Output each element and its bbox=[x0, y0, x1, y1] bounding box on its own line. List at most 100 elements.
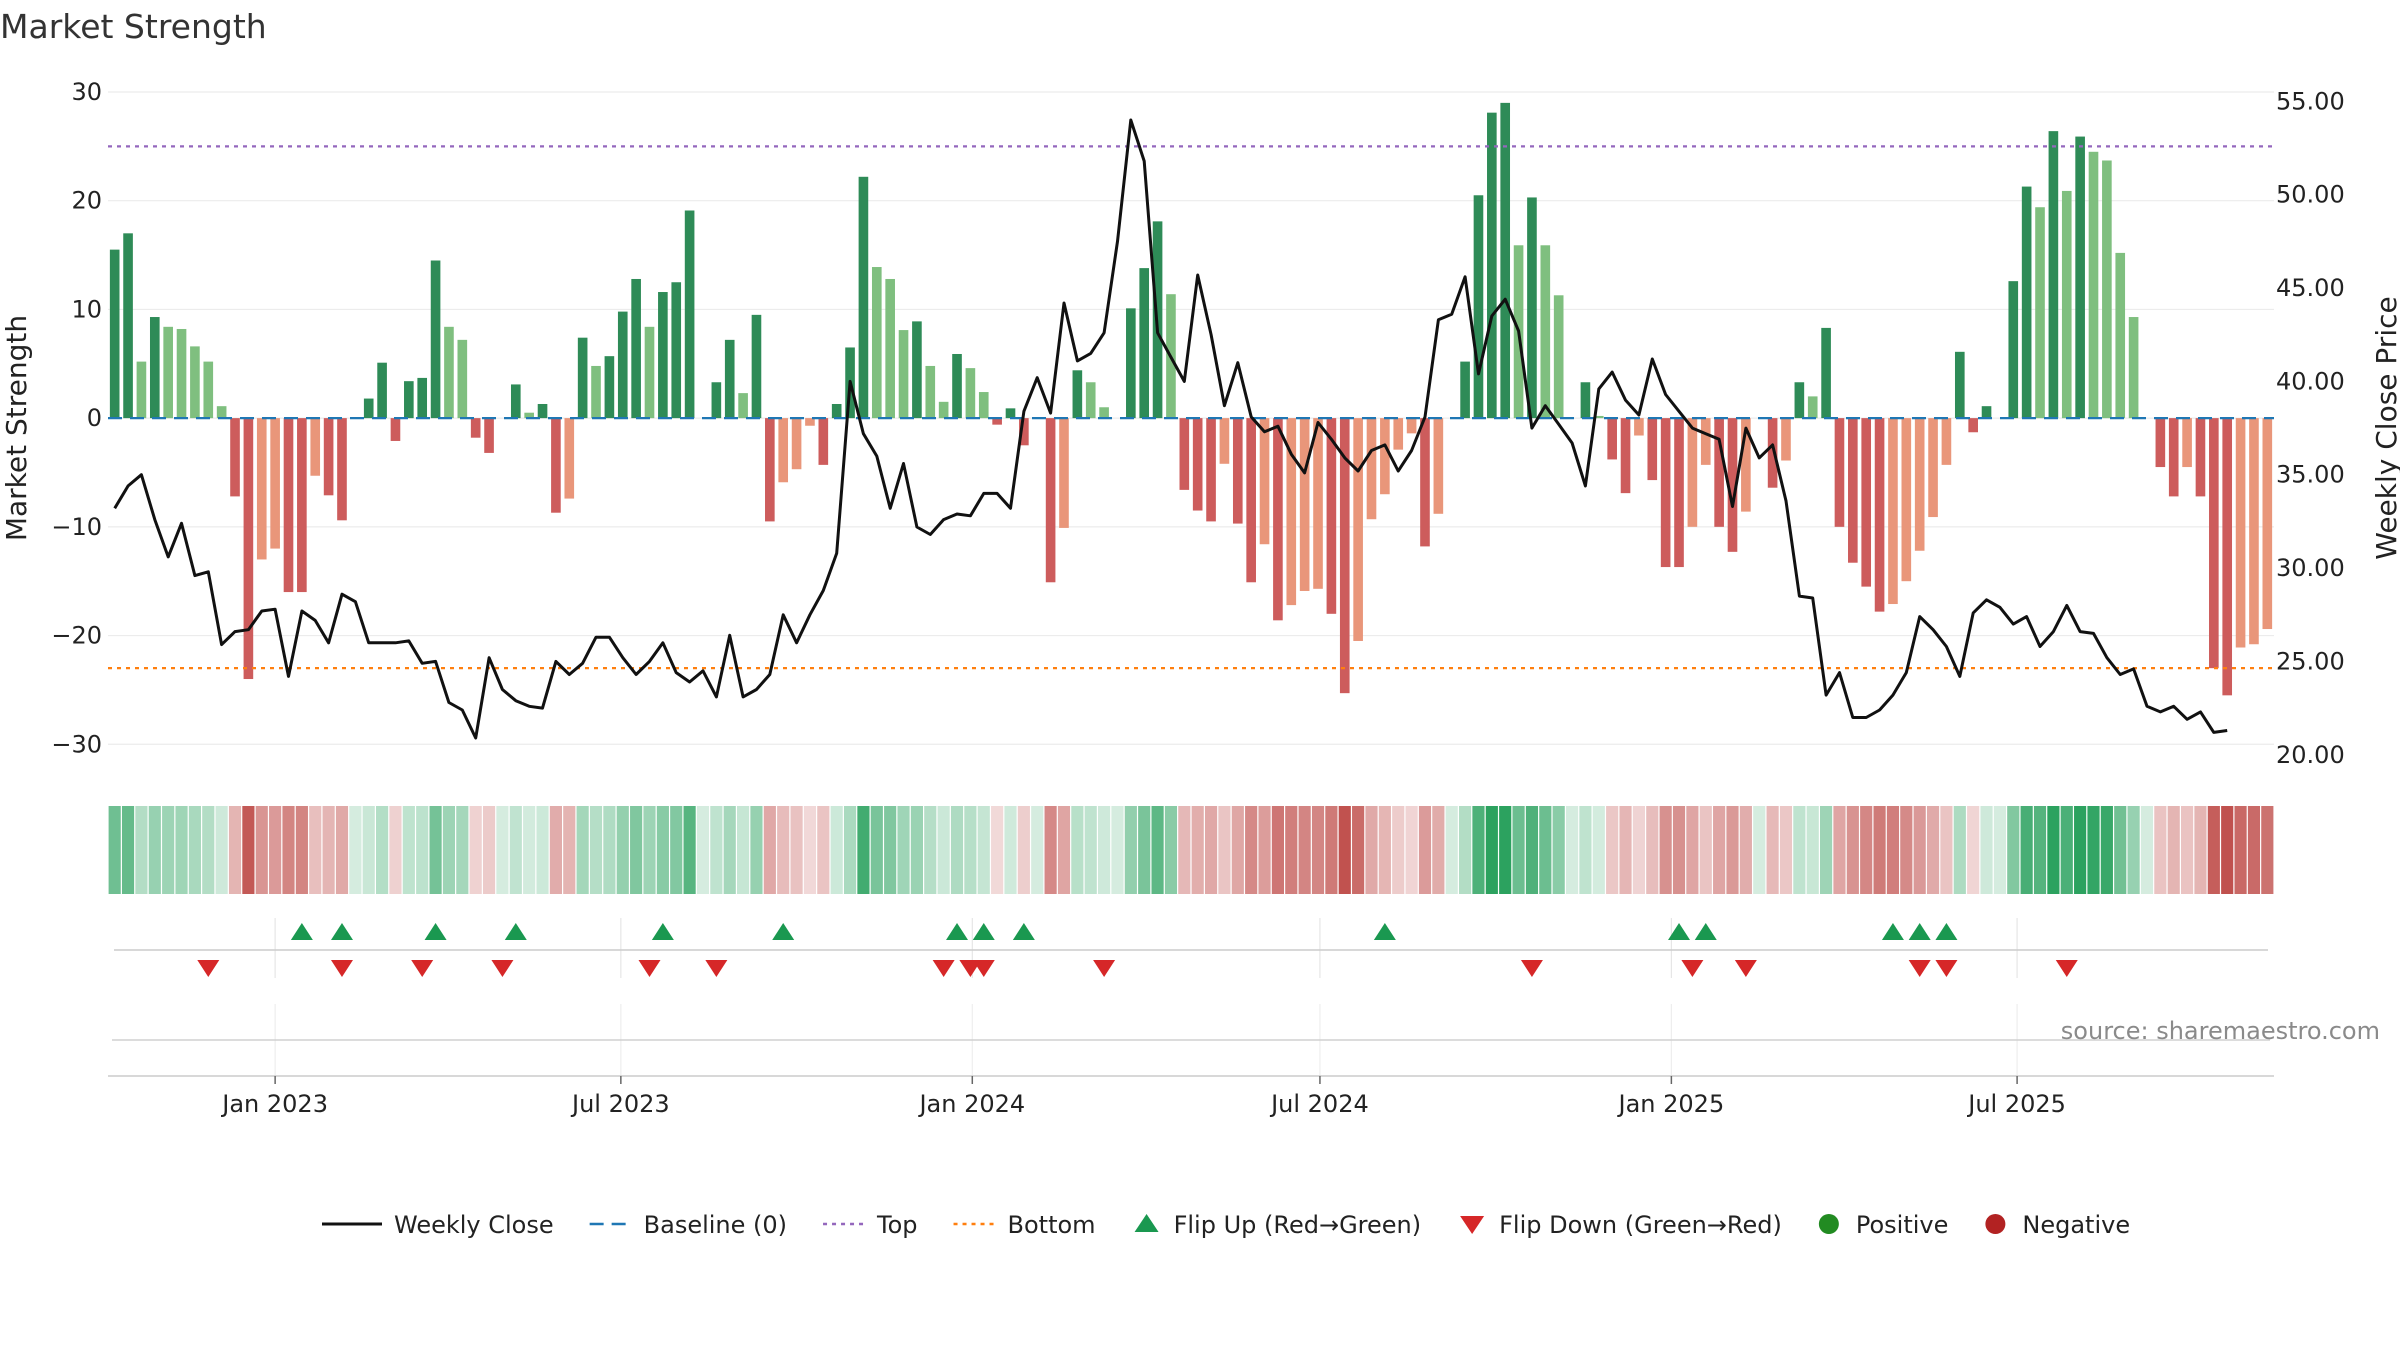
heat-strip-cell bbox=[1325, 806, 1338, 894]
strength-bar bbox=[1700, 418, 1711, 465]
heat-strip-cell bbox=[763, 806, 776, 894]
heat-strip-cell bbox=[2007, 806, 2020, 894]
heat-strip-cell bbox=[202, 806, 215, 894]
strength-bar bbox=[2061, 190, 2072, 419]
strength-bar bbox=[1393, 418, 1404, 450]
heat-strip-cell bbox=[1285, 806, 1298, 894]
strength-bar bbox=[1874, 418, 1885, 612]
strength-bar bbox=[1674, 418, 1684, 568]
heat-strip-cell bbox=[389, 806, 402, 894]
flip-up-marker bbox=[504, 923, 527, 940]
heat-strip-cell bbox=[376, 806, 389, 894]
flip-down-marker bbox=[2055, 960, 2078, 977]
strength-bar bbox=[1767, 418, 1778, 488]
heat-strip-cell bbox=[1392, 806, 1405, 894]
strength-bar bbox=[738, 393, 748, 419]
heat-strip-cell bbox=[2033, 806, 2047, 894]
heat-strip-cell bbox=[1418, 806, 1432, 894]
strength-bar bbox=[2128, 317, 2139, 419]
strength-bars bbox=[109, 102, 2273, 696]
heat-strip-cell bbox=[589, 806, 603, 894]
strength-bar bbox=[1339, 418, 1350, 694]
strength-bar bbox=[1019, 418, 1029, 446]
legend-symbol-flip-up bbox=[1134, 1214, 1159, 1232]
heat-strip-cell bbox=[1098, 806, 1111, 894]
heat-strip-cell bbox=[2234, 806, 2247, 894]
strength-bar bbox=[1687, 418, 1698, 527]
heat-strip-cell bbox=[843, 806, 857, 894]
strength-bar bbox=[2182, 418, 2192, 468]
strength-bar bbox=[457, 339, 468, 419]
flip-down-marker bbox=[638, 960, 661, 977]
flip-up-marker bbox=[1694, 923, 1717, 940]
heat-strip-cell bbox=[950, 806, 964, 894]
strength-bar bbox=[1954, 351, 1965, 419]
heat-strip-cell bbox=[884, 806, 897, 894]
heat-strip-cell bbox=[269, 806, 282, 894]
strength-bar bbox=[765, 418, 775, 522]
heat-strip-cell bbox=[1459, 806, 1472, 894]
heat-strip-cell bbox=[1231, 806, 1244, 894]
strength-bar bbox=[297, 418, 307, 593]
heat-strip-cell bbox=[1686, 806, 1699, 894]
strength-bar bbox=[2075, 136, 2085, 419]
flip-down-marker bbox=[932, 960, 955, 977]
heat-strip-cell bbox=[1967, 806, 1980, 894]
strength-bar bbox=[912, 321, 922, 419]
heat-strip-cell bbox=[1820, 806, 1833, 894]
strength-bar bbox=[417, 377, 428, 419]
date-tick-label: Jan 2023 bbox=[220, 1090, 328, 1118]
legend-label: Bottom bbox=[1008, 1211, 1096, 1239]
heat-strip-cell bbox=[1138, 806, 1151, 894]
strength-bar bbox=[1099, 407, 1109, 419]
flip-up-marker bbox=[772, 923, 795, 940]
strength-bar bbox=[791, 418, 802, 470]
heat-strip-cell bbox=[1057, 806, 1071, 894]
strength-bar bbox=[1072, 370, 1083, 419]
strength-bar bbox=[2088, 151, 2099, 419]
heat-strip-cell bbox=[696, 806, 710, 894]
heat-strip-cell bbox=[2181, 806, 2194, 894]
heat-strip-cell bbox=[1151, 806, 1164, 894]
heat-strip-cell bbox=[977, 806, 990, 894]
heat-strip-cell bbox=[469, 806, 482, 894]
heat-strip-cell bbox=[710, 806, 723, 894]
flip-up-marker bbox=[972, 923, 995, 940]
strength-bar bbox=[1380, 418, 1390, 495]
heat-strip-cell bbox=[1258, 806, 1271, 894]
heat-strip-cell bbox=[1766, 806, 1779, 894]
left-axis-ticks: 30 20 10 0 −10 −20 −30 bbox=[51, 78, 102, 758]
strength-bar bbox=[377, 362, 387, 419]
strength-bar bbox=[818, 418, 829, 465]
strength-bar bbox=[1981, 406, 1992, 419]
heat-strip-cell bbox=[1659, 806, 1672, 894]
heat-strip-cell bbox=[1405, 806, 1418, 894]
strength-bar bbox=[617, 311, 628, 419]
flip-up-marker bbox=[1012, 923, 1035, 940]
strength-bar bbox=[1126, 308, 1136, 419]
strength-bar bbox=[484, 418, 494, 453]
flip-up-marker bbox=[1908, 923, 1931, 940]
heat-strip-cell bbox=[1432, 806, 1445, 894]
date-tick-label: Jan 2025 bbox=[1617, 1090, 1725, 1118]
flip-down-marker bbox=[330, 960, 353, 977]
strength-bar bbox=[1005, 408, 1016, 419]
heat-strip-cell bbox=[215, 806, 228, 894]
strength-bar bbox=[1821, 327, 1831, 419]
flip-down-marker bbox=[1908, 960, 1931, 977]
date-tick-label: Jul 2023 bbox=[570, 1090, 670, 1118]
heat-strip-cell bbox=[1191, 806, 1204, 894]
strength-bar bbox=[2262, 418, 2273, 630]
legend-label: Positive bbox=[1856, 1211, 1949, 1239]
strength-bar bbox=[149, 317, 160, 419]
strength-bar bbox=[1540, 245, 1551, 419]
heat-strip-cell bbox=[2127, 806, 2140, 894]
heat-strip-cell bbox=[549, 806, 562, 894]
strength-bar bbox=[1607, 418, 1617, 460]
strength-bar bbox=[604, 356, 615, 419]
heat-strip-cell bbox=[416, 806, 429, 894]
heat-strip-cell bbox=[2167, 806, 2180, 894]
heat-strip-cell bbox=[429, 806, 442, 894]
left-axis-label: Market Strength bbox=[0, 315, 33, 541]
strength-bar bbox=[2249, 418, 2259, 645]
